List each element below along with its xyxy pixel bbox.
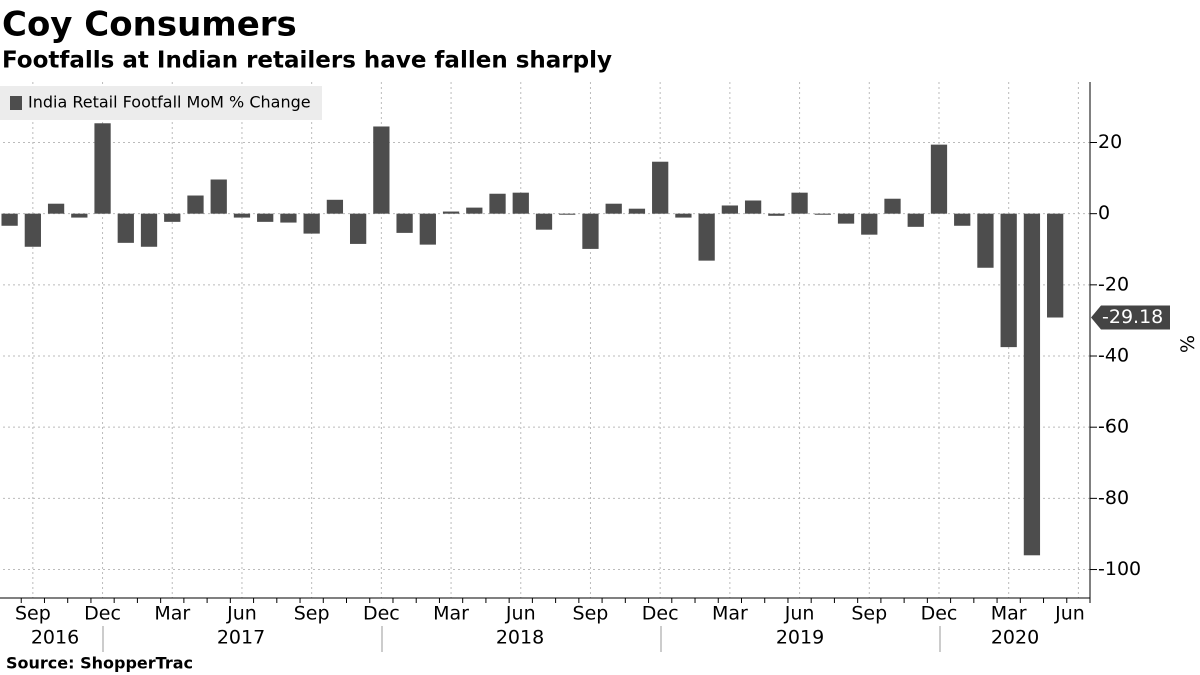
bar xyxy=(930,144,948,214)
bar xyxy=(675,213,692,218)
bar xyxy=(24,213,41,247)
bar xyxy=(837,213,855,224)
bar xyxy=(977,213,994,268)
y-tick-label: -80 xyxy=(1098,487,1129,509)
year-label: 2017 xyxy=(217,627,265,649)
value-callout xyxy=(1091,305,1170,330)
chart-title: Coy Consumers xyxy=(2,5,297,45)
bar xyxy=(698,213,715,261)
x-tick-label: Mar xyxy=(712,603,748,625)
legend-swatch xyxy=(10,96,22,110)
bar xyxy=(187,195,204,214)
bar xyxy=(71,213,88,218)
x-tick-label: Sep xyxy=(851,603,887,625)
legend-box xyxy=(0,86,322,120)
bar xyxy=(419,213,436,245)
bar xyxy=(791,192,808,214)
x-tick-label: Jun xyxy=(1054,603,1085,625)
x-tick-label: Sep xyxy=(15,603,51,625)
bar xyxy=(814,213,831,215)
legend-label: India Retail Footfall MoM % Change xyxy=(28,93,311,112)
x-tick-label: Dec xyxy=(84,603,121,625)
bar xyxy=(512,192,529,214)
bar xyxy=(47,203,65,214)
year-label: 2016 xyxy=(31,627,79,649)
y-axis-label: % xyxy=(1176,335,1198,353)
bar xyxy=(233,213,251,218)
bar xyxy=(373,126,390,214)
year-label: 2020 xyxy=(991,627,1039,649)
x-tick-label: Sep xyxy=(294,603,330,625)
x-tick-label: Dec xyxy=(363,603,400,625)
chart-subtitle: Footfalls at Indian retailers have falle… xyxy=(2,48,612,74)
x-tick-label: Mar xyxy=(991,603,1027,625)
bar xyxy=(628,208,646,214)
bar xyxy=(280,213,297,223)
bar xyxy=(94,123,111,214)
year-label: 2019 xyxy=(776,627,824,649)
y-tick-label: -100 xyxy=(1098,558,1141,580)
bar xyxy=(396,213,413,233)
x-tick-label: Mar xyxy=(433,603,469,625)
bar xyxy=(489,193,506,214)
y-tick-label: -40 xyxy=(1098,345,1129,367)
bar xyxy=(768,213,785,216)
bar xyxy=(140,213,158,247)
bar xyxy=(1000,213,1017,348)
bar xyxy=(861,213,878,235)
bar xyxy=(117,213,134,243)
bar xyxy=(884,198,901,214)
x-tick-label: Mar xyxy=(154,603,190,625)
bar xyxy=(1,213,18,226)
bar xyxy=(954,213,971,226)
bar xyxy=(442,211,460,214)
bar xyxy=(721,205,739,214)
value-label: -29.18 xyxy=(1102,306,1163,328)
x-tick-label: Jun xyxy=(226,603,257,625)
bar xyxy=(257,213,274,222)
x-tick-label: Dec xyxy=(921,603,958,625)
y-tick-label: -60 xyxy=(1098,416,1129,438)
y-tick-label: -20 xyxy=(1098,273,1129,295)
bar xyxy=(303,213,320,234)
bar xyxy=(1023,213,1041,556)
source: Source: ShopperTrac xyxy=(6,654,193,673)
bar xyxy=(605,203,622,214)
x-tick-label: Jun xyxy=(505,603,536,625)
bar xyxy=(559,213,576,215)
bar xyxy=(582,213,599,249)
bar xyxy=(1047,213,1064,318)
y-tick-label: 0 xyxy=(1098,202,1110,224)
bar xyxy=(210,179,227,214)
y-tick-label: 20 xyxy=(1098,131,1122,153)
bar xyxy=(164,213,181,222)
bar xyxy=(535,213,553,230)
x-tick-label: Sep xyxy=(573,603,609,625)
year-label: 2018 xyxy=(496,627,544,649)
bar xyxy=(907,213,924,227)
x-tick-label: Jun xyxy=(784,603,815,625)
bar xyxy=(466,207,483,214)
bar xyxy=(326,199,344,214)
x-tick-label: Dec xyxy=(642,603,679,625)
bar xyxy=(652,161,669,214)
bar xyxy=(744,200,762,214)
bar xyxy=(349,213,367,244)
